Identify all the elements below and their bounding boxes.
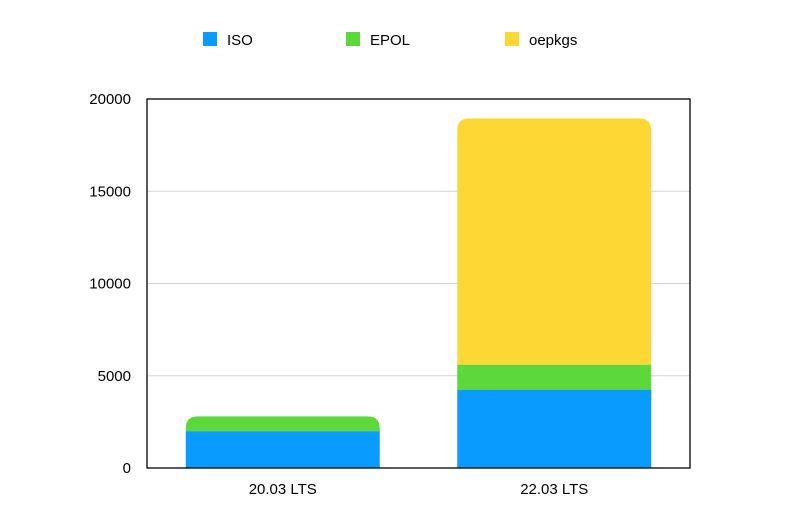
legend-label-epol: EPOL [370,32,410,49]
x-axis-ticks: 20.03 LTS 22.03 LTS [249,481,589,498]
legend-swatch-epol [346,32,360,46]
bar-segment-epol-1 [457,364,652,390]
y-axis-ticks: 0 5000 10000 15000 20000 [89,91,131,477]
bar-segment-oepkgs-1 [457,118,652,365]
bar-segment-epol-0 [185,416,380,432]
bars [185,118,652,468]
legend-swatch-iso [203,32,217,46]
x-tick-label: 22.03 LTS [520,481,588,498]
y-tick-label: 5000 [98,368,131,385]
y-tick-label: 10000 [89,276,131,293]
y-tick-label: 15000 [89,183,131,200]
y-tick-label: 0 [123,460,131,477]
legend-swatch-oepkgs [505,32,519,46]
legend-label-iso: ISO [227,32,253,49]
bar-segment-iso-0 [185,431,380,468]
legend-label-oepkgs: oepkgs [529,32,577,49]
bar-segment-iso-1 [457,389,652,468]
plot-frame [146,98,691,469]
y-tick-label: 20000 [89,91,131,108]
legend: ISO EPOL oepkgs [203,32,577,49]
x-tick-label: 20.03 LTS [249,481,317,498]
